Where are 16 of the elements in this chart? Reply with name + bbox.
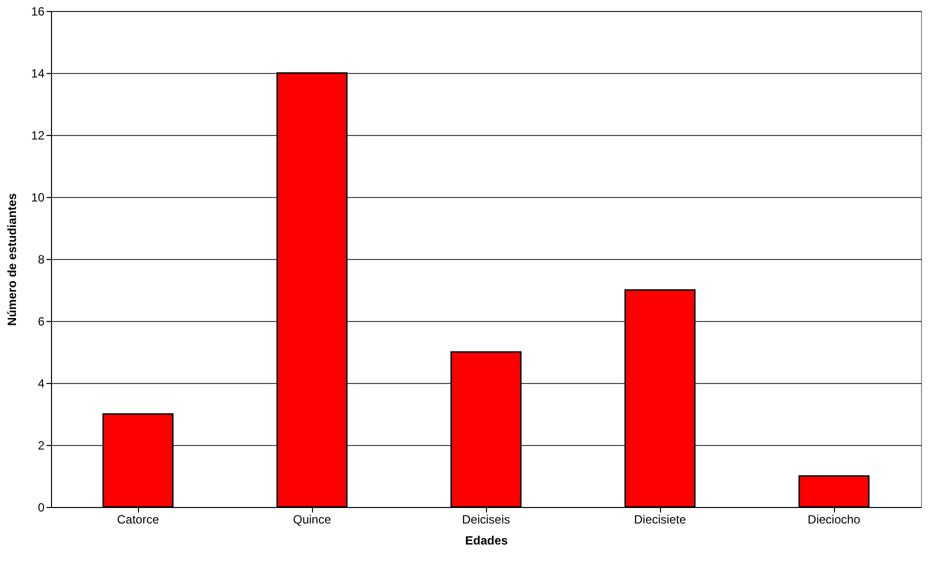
x-tick-label: Diecisiete — [634, 512, 686, 526]
y-tick-label: 0 — [38, 500, 45, 514]
y-tick-label: 10 — [31, 190, 45, 204]
x-axis-title: Edades — [465, 534, 508, 548]
y-tick-label: 6 — [38, 314, 45, 328]
y-axis-title: Número de estudiantes — [5, 192, 20, 326]
x-tick-label: Deiciseis — [462, 512, 510, 526]
y-tick-label: 12 — [31, 128, 45, 142]
y-tick-label: 8 — [38, 252, 45, 266]
y-tick-label: 4 — [38, 376, 45, 390]
y-tick-label: 2 — [38, 438, 45, 452]
y-tick-label: 16 — [31, 4, 45, 18]
x-tick-label: Dieciocho — [808, 512, 861, 526]
x-tick-label: Quince — [292, 512, 332, 526]
x-tick-label: Catorce — [116, 512, 160, 526]
y-tick-label: 14 — [31, 66, 45, 80]
